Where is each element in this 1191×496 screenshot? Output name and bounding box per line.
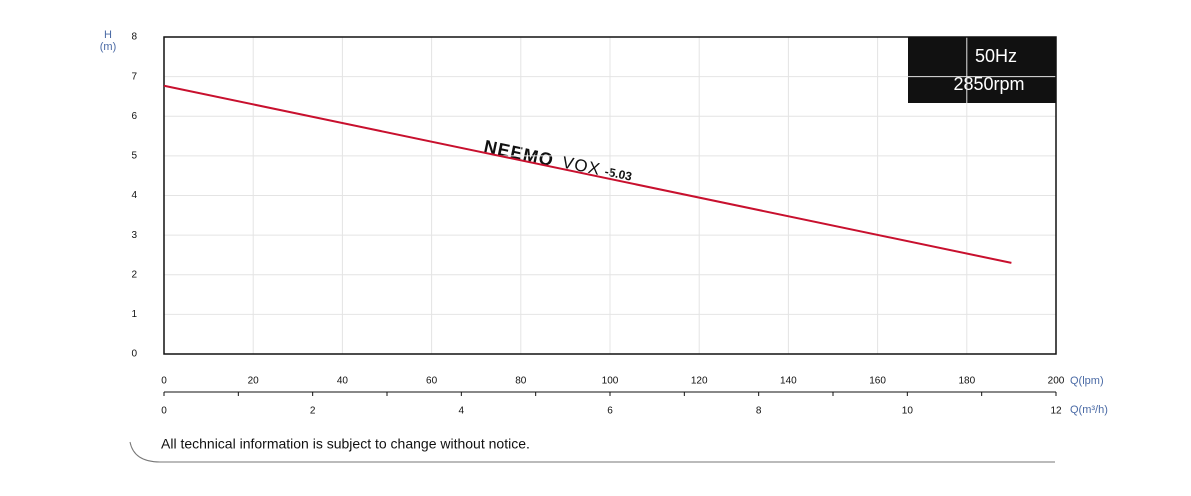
x-axis-label: Q(lpm) — [1070, 375, 1104, 387]
x-tick-label: 120 — [691, 376, 708, 387]
x-tick-label: 100 — [602, 376, 619, 387]
x-tick-label: 0 — [161, 376, 167, 387]
x-tick-label: 160 — [869, 376, 886, 387]
y-tick-label: 7 — [131, 71, 137, 82]
x2-tick-label: 8 — [756, 406, 762, 417]
y-tick-label: 5 — [131, 151, 137, 162]
x2-tick-label: 10 — [902, 406, 914, 417]
y-tick-label: 3 — [131, 230, 137, 241]
badge-box — [908, 37, 1056, 103]
curve — [163, 84, 1012, 264]
y-tick-label: 8 — [131, 32, 137, 43]
x2-tick-label: 4 — [459, 406, 465, 417]
y-tick-label: 6 — [131, 111, 137, 122]
x2-tick-label: 6 — [607, 406, 613, 417]
x-tick-label: 140 — [780, 376, 797, 387]
x2-tick-label: 12 — [1050, 406, 1062, 417]
footnote: All technical information is subject to … — [161, 436, 530, 452]
footnote-rule — [129, 441, 1055, 463]
y-tick-label: 2 — [131, 269, 137, 280]
x-tick-label: 20 — [248, 376, 260, 387]
y-tick-label: 1 — [131, 309, 137, 320]
x-tick-label: 80 — [515, 376, 527, 387]
y-axis-unit: (m) — [100, 41, 117, 53]
plot-frame — [163, 36, 1057, 355]
x2-tick-label: 2 — [310, 406, 316, 417]
x-tick-label: 180 — [958, 376, 975, 387]
x2-axis-label: Q(m³/h) — [1070, 404, 1108, 416]
y-tick-label: 4 — [131, 190, 137, 201]
y-axis-label: H — [104, 29, 112, 41]
x-tick-label: 40 — [337, 376, 349, 387]
x2-tick-label: 0 — [161, 406, 167, 417]
x-tick-label: 60 — [426, 376, 438, 387]
badge-frequency: 50Hz — [975, 46, 1017, 66]
y-tick-label: 0 — [131, 349, 137, 360]
x-tick-label: 200 — [1048, 376, 1065, 387]
badge-speed: 2850rpm — [953, 74, 1024, 94]
